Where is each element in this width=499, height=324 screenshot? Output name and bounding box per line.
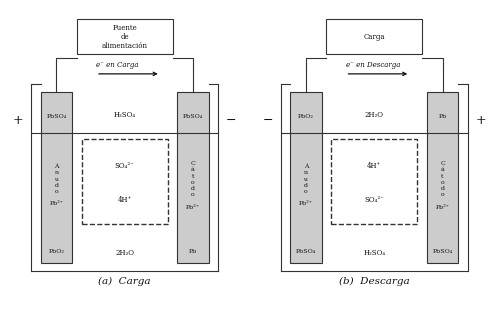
Text: Pb: Pb: [189, 249, 197, 254]
Text: +: +: [13, 114, 23, 127]
Text: PbSO₄: PbSO₄: [46, 114, 66, 119]
Text: Fuente
de
alimentación: Fuente de alimentación: [102, 24, 148, 50]
Bar: [178, 92, 209, 263]
Text: (b)  Descarga: (b) Descarga: [339, 277, 410, 286]
Text: SO₄²⁻: SO₄²⁻: [364, 196, 384, 204]
Bar: [82, 139, 168, 224]
Text: e⁻ en Carga: e⁻ en Carga: [96, 61, 139, 69]
Text: Á
n
u
d
o

Pb²⁺: Á n u d o Pb²⁺: [299, 164, 313, 206]
Bar: [326, 19, 422, 54]
Text: H₂SO₄: H₂SO₄: [114, 111, 136, 119]
Text: PbO₂: PbO₂: [48, 249, 64, 254]
Text: −: −: [262, 114, 273, 127]
Text: e⁻ en Descarga: e⁻ en Descarga: [345, 61, 400, 69]
Text: 4H⁺: 4H⁺: [367, 162, 381, 170]
Text: 2H₂O: 2H₂O: [365, 111, 384, 119]
Text: H₂SO₄: H₂SO₄: [363, 249, 385, 257]
Bar: [290, 92, 321, 263]
Text: Carga: Carga: [363, 33, 385, 41]
Bar: [427, 92, 458, 263]
Text: PbSO₄: PbSO₄: [183, 114, 203, 119]
Text: C
á
t
o
d
o

Pb²⁺: C á t o d o Pb²⁺: [436, 161, 450, 210]
Text: 2H₂O: 2H₂O: [115, 249, 134, 257]
Text: C
á
t
o
d
o

Pb²⁺: C á t o d o Pb²⁺: [186, 161, 200, 210]
Text: −: −: [226, 114, 237, 127]
Text: Á
n
u
d
o

Pb²⁺: Á n u d o Pb²⁺: [49, 164, 63, 206]
Text: Pb: Pb: [439, 114, 447, 119]
Text: PbO₂: PbO₂: [298, 114, 314, 119]
Bar: [77, 19, 173, 54]
Text: +: +: [476, 114, 486, 127]
Bar: [331, 139, 417, 224]
Text: PbSO₄: PbSO₄: [433, 249, 453, 254]
Text: (a)  Carga: (a) Carga: [98, 277, 151, 286]
Bar: [41, 92, 72, 263]
Text: 4H⁺: 4H⁺: [118, 196, 132, 204]
Text: PbSO₄: PbSO₄: [296, 249, 316, 254]
Text: SO₄²⁻: SO₄²⁻: [115, 162, 135, 170]
